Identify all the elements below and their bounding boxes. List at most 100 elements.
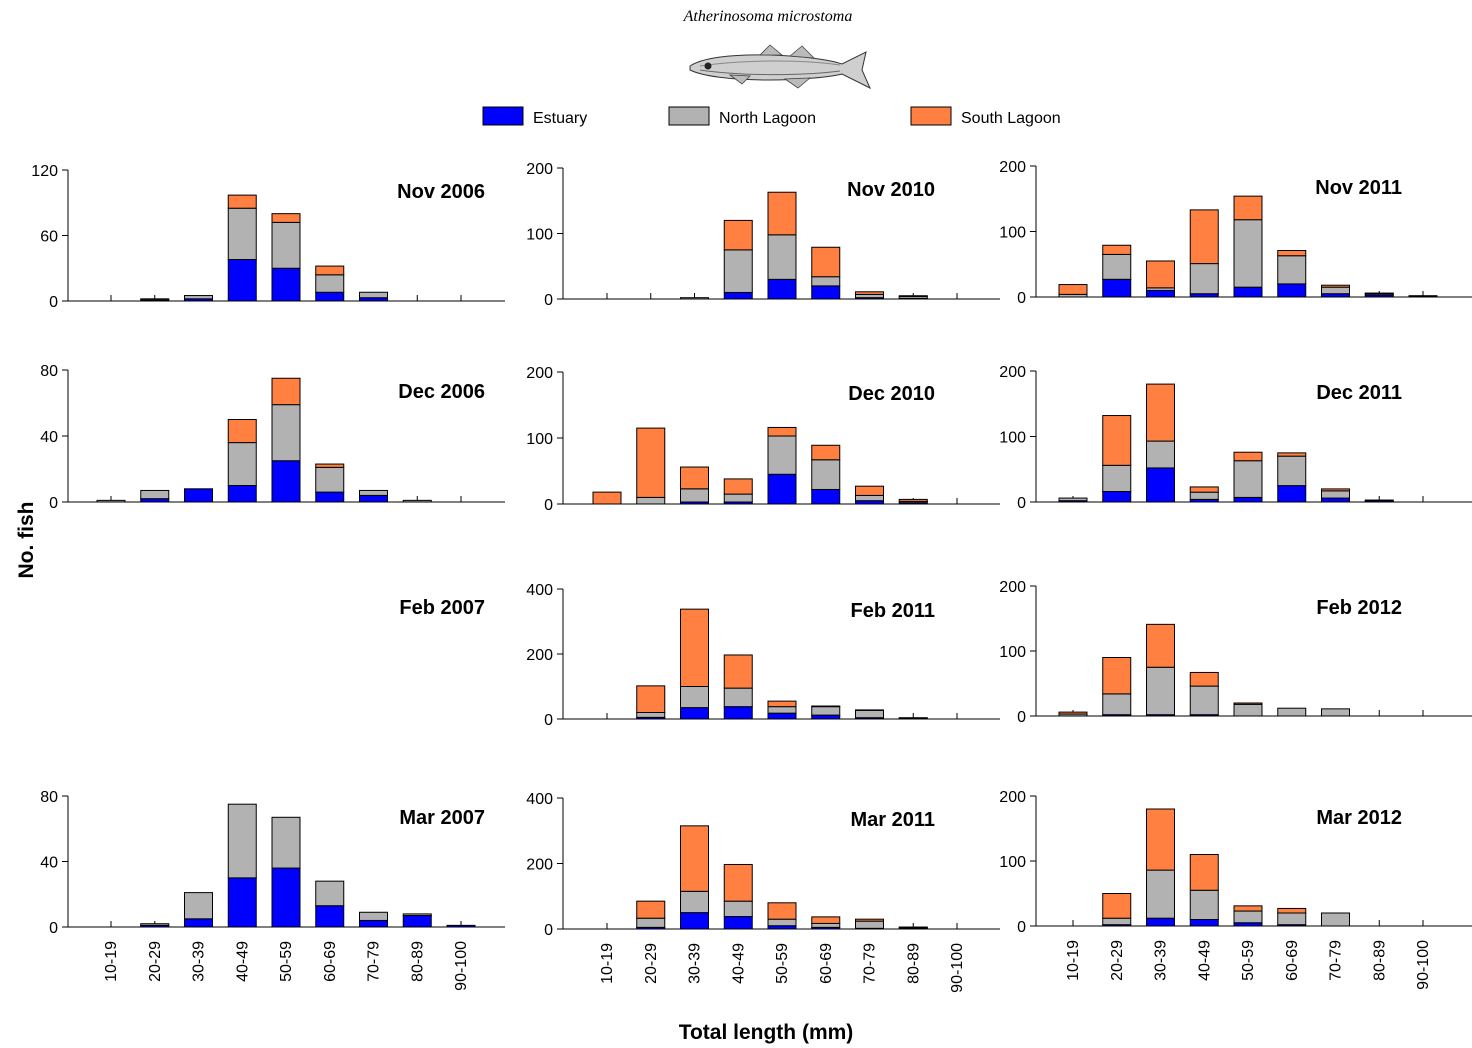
bar-north-lagoon [359, 291, 388, 299]
bar-estuary [184, 918, 213, 928]
legend-swatch-1 [668, 106, 710, 126]
y-tick-label: 120 [31, 163, 58, 180]
bar-south-lagoon [1189, 671, 1219, 687]
bar-north-lagoon [1277, 912, 1307, 926]
bar-south-lagoon [767, 700, 797, 708]
panel-title: Mar 2011 [850, 809, 935, 831]
bar-south-lagoon [898, 498, 928, 502]
bar-north-lagoon [1277, 707, 1307, 717]
bar-north-lagoon [1146, 440, 1175, 469]
y-axis-title: No. fish [15, 502, 38, 579]
bar-north-lagoon [723, 493, 753, 503]
bar-south-lagoon [1102, 415, 1132, 466]
y-tick-label: 200 [999, 159, 1026, 176]
bar-north-lagoon [1233, 703, 1263, 717]
y-tick-label: 100 [526, 227, 553, 244]
bar-south-lagoon [1058, 711, 1088, 715]
bar-estuary [227, 877, 257, 928]
x-category-label: 10-19 [599, 943, 616, 984]
bar-south-lagoon [1233, 195, 1263, 221]
legend-swatch-0 [482, 106, 524, 126]
bar-north-lagoon [767, 706, 797, 714]
bar-north-lagoon [315, 466, 345, 493]
bar-estuary [1102, 491, 1132, 503]
y-tick-label: 0 [49, 495, 58, 512]
bar-south-lagoon [855, 709, 884, 711]
bar-south-lagoon [1233, 702, 1263, 705]
panel-nov-2006: Nov 2006 0 60 120 [31, 163, 505, 311]
bar-south-lagoon [723, 863, 753, 902]
bar-estuary [767, 712, 797, 720]
x-category-label: 60-69 [818, 943, 835, 984]
bar-estuary [1146, 289, 1175, 298]
x-category-label: 80-89 [409, 941, 426, 982]
x-category-label: 40-49 [234, 941, 251, 982]
bar-estuary [227, 485, 257, 503]
bar-north-lagoon [1189, 491, 1219, 500]
bar-north-lagoon [184, 295, 213, 300]
bar-north-lagoon [271, 221, 301, 269]
bar-estuary [767, 278, 797, 300]
bar-north-lagoon [184, 892, 213, 920]
y-tick-label: 200 [526, 647, 553, 664]
bar-south-lagoon [1102, 893, 1132, 919]
x-category-label: 90-100 [453, 941, 470, 991]
bar-south-lagoon [1277, 249, 1307, 257]
bar-north-lagoon [1233, 219, 1263, 288]
bar-north-lagoon [1146, 666, 1175, 716]
bar-estuary [1233, 496, 1263, 503]
bar-north-lagoon [1321, 286, 1350, 295]
bar-south-lagoon [723, 219, 753, 251]
bar-south-lagoon [636, 427, 666, 498]
bar-north-lagoon [1321, 912, 1350, 927]
bar-south-lagoon [723, 654, 753, 689]
bar-north-lagoon [855, 709, 884, 719]
y-tick-label: 400 [526, 582, 553, 599]
bar-estuary [680, 707, 709, 720]
bar-south-lagoon [1146, 808, 1175, 871]
y-tick-label: 0 [544, 712, 553, 729]
bar-north-lagoon [1102, 693, 1132, 716]
bar-north-lagoon [767, 435, 797, 475]
bar-north-lagoon [723, 900, 753, 918]
y-tick-label: 200 [999, 789, 1026, 806]
bar-north-lagoon [227, 442, 257, 487]
bar-north-lagoon [402, 913, 432, 917]
bar-south-lagoon [767, 902, 797, 920]
y-tick-label: 0 [1017, 290, 1026, 307]
x-category-label: 50-59 [278, 941, 295, 982]
bar-north-lagoon [227, 207, 257, 261]
bar-estuary [315, 905, 345, 928]
bar-estuary [227, 259, 257, 302]
panel-dec-2006: Dec 2006 0 40 80 [40, 363, 505, 512]
bar-north-lagoon [1146, 869, 1175, 919]
bar-north-lagoon [636, 917, 666, 928]
bar-north-lagoon [140, 298, 170, 301]
bar-north-lagoon [1233, 910, 1263, 924]
x-category-label: 40-49 [1196, 940, 1213, 981]
bar-south-lagoon [723, 478, 753, 495]
bar-north-lagoon [1321, 490, 1350, 499]
bar-south-lagoon [680, 825, 709, 892]
panel-title: Dec 2006 [398, 381, 485, 403]
bar-estuary [1277, 283, 1307, 298]
bar-south-lagoon [811, 246, 841, 278]
bar-south-lagoon [855, 485, 884, 496]
bar-estuary [723, 291, 753, 300]
x-category-label: 50-59 [1240, 940, 1257, 981]
bar-north-lagoon [680, 686, 709, 709]
bar-north-lagoon [96, 499, 126, 503]
y-tick-label: 0 [544, 922, 553, 939]
bar-north-lagoon [767, 234, 797, 280]
x-category-label: 50-59 [774, 943, 791, 984]
bar-north-lagoon [1189, 263, 1219, 295]
bar-north-lagoon [1102, 253, 1132, 280]
bar-north-lagoon [1277, 455, 1307, 487]
x-axis-title: Total length (mm) [679, 1021, 854, 1044]
bar-south-lagoon [1321, 488, 1350, 492]
bar-north-lagoon [680, 297, 709, 300]
y-tick-label: 100 [526, 431, 553, 448]
panel-title: Nov 2006 [397, 181, 485, 203]
bar-estuary [1321, 497, 1350, 503]
x-category-label: 60-69 [1284, 940, 1301, 981]
